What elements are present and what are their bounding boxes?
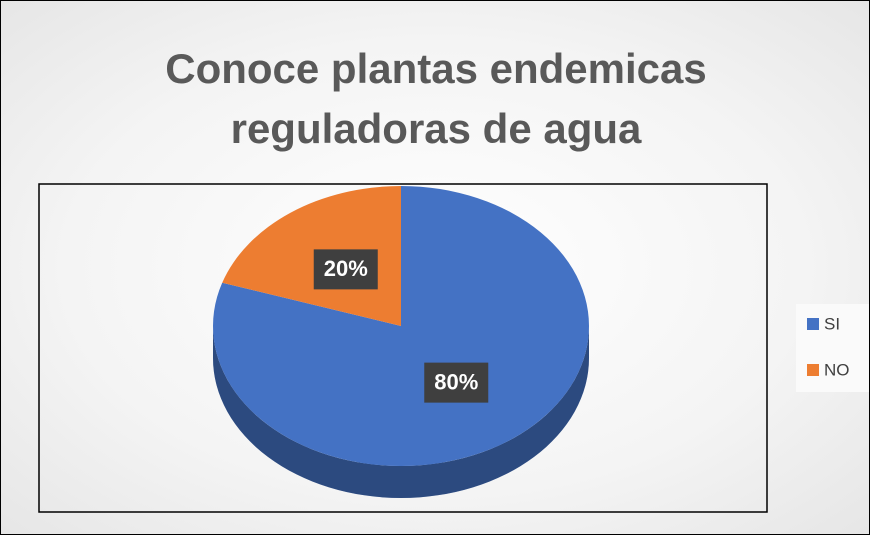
- pie-slice: [222, 186, 401, 326]
- data-label-box: [424, 362, 489, 403]
- legend-label: NO: [824, 360, 850, 379]
- pie-side: [213, 326, 589, 498]
- data-label: 80%: [434, 369, 478, 394]
- plot-area: [38, 183, 768, 513]
- legend-swatch: [807, 364, 819, 376]
- legend-swatch: [807, 318, 819, 330]
- pie-side-shade: [213, 326, 589, 498]
- legend-label: SI: [824, 314, 840, 333]
- chart-title: Conoce plantas endemicas reguladoras de …: [165, 45, 707, 152]
- data-label-box: [313, 249, 378, 290]
- data-label: 20%: [324, 256, 368, 281]
